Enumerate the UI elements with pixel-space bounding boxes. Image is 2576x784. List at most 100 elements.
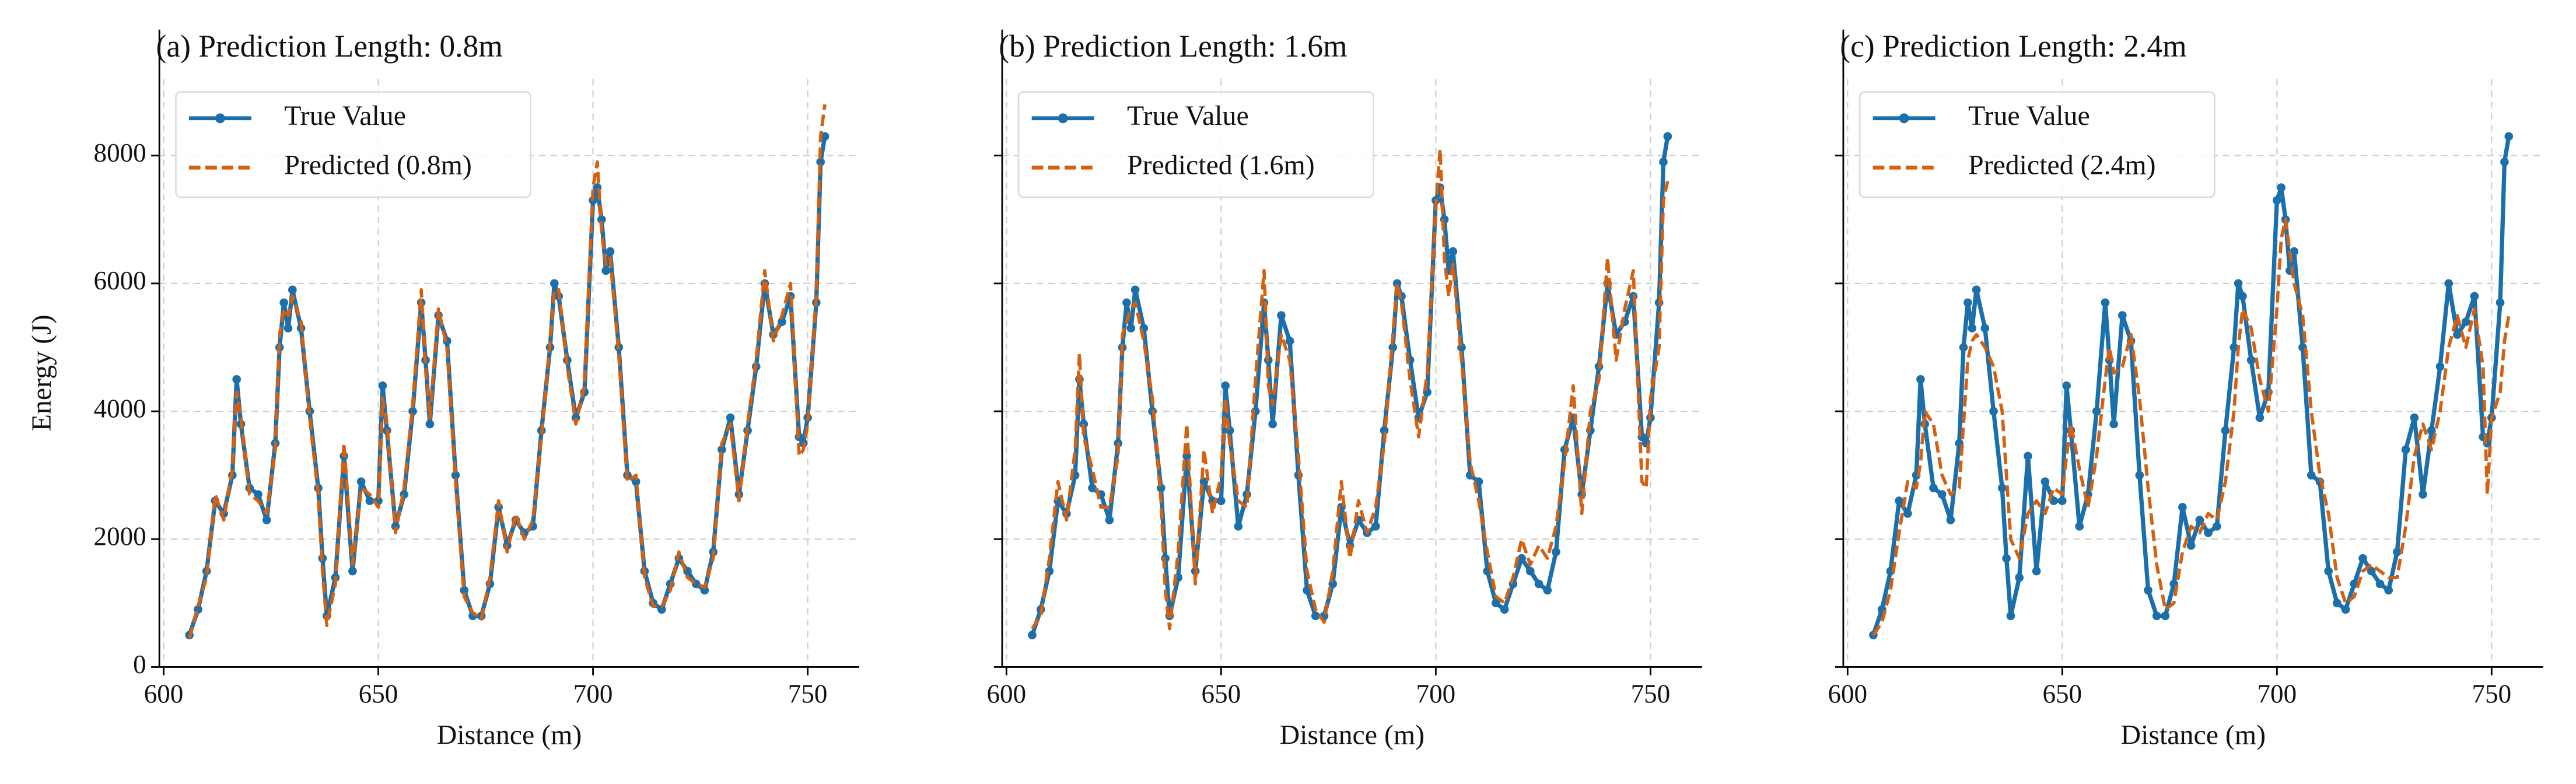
- legend-label: Predicted (1.6m): [1127, 149, 1315, 180]
- data-point: [1492, 598, 1500, 608]
- data-point: [2435, 362, 2445, 371]
- legend-marker: [1058, 113, 1068, 124]
- data-point: [2418, 490, 2427, 499]
- data-point: [2324, 566, 2333, 576]
- data-point: [820, 132, 830, 141]
- legend-marker: [215, 113, 225, 124]
- x-tick-label: 750: [2472, 679, 2512, 708]
- data-point: [365, 496, 374, 505]
- chart-title: (b) Prediction Length: 1.6m: [999, 29, 1347, 64]
- y-tick-label: 8000: [94, 138, 146, 167]
- data-point: [1105, 516, 1114, 524]
- legend-label: Predicted (2.4m): [1968, 149, 2156, 180]
- data-point: [2290, 247, 2299, 256]
- data-point: [2246, 356, 2256, 365]
- data-point: [1968, 324, 1977, 332]
- data-point: [2221, 426, 2230, 435]
- data-point: [1543, 586, 1552, 595]
- x-tick-label: 650: [359, 679, 398, 708]
- panel: 600 650 700 750 0 2000 4000 6000 8000 (a) Predict…: [26, 29, 859, 751]
- data-point: [2109, 419, 2118, 429]
- data-point: [356, 477, 366, 486]
- data-point: [451, 471, 460, 480]
- data-point: [1371, 522, 1380, 531]
- data-point: [2453, 330, 2462, 339]
- data-point: [2470, 292, 2479, 301]
- x-tick-label: 750: [1631, 679, 1671, 708]
- data-point: [2041, 477, 2050, 486]
- data-point: [254, 490, 262, 499]
- data-point: [2384, 586, 2393, 595]
- data-point: [2230, 343, 2239, 352]
- data-point: [1972, 285, 1981, 295]
- data-point: [2393, 547, 2402, 556]
- data-point: [2277, 183, 2286, 192]
- data-point: [2358, 554, 2367, 563]
- x-axis-label: Distance (m): [1280, 720, 1425, 751]
- data-point: [1234, 522, 1243, 531]
- x-tick-label: 600: [144, 679, 184, 708]
- data-point: [2238, 292, 2247, 301]
- series-line: [1871, 136, 2511, 636]
- data-point: [1517, 554, 1526, 563]
- chart-title: (a) Prediction Length: 0.8m: [156, 29, 503, 64]
- data-point: [1895, 496, 1903, 505]
- y-tick-label: 2000: [94, 522, 146, 551]
- y-tick-label: 0: [133, 650, 146, 679]
- data-point: [1946, 516, 1955, 524]
- data-point: [2195, 516, 2204, 524]
- x-tick-label: 600: [987, 679, 1027, 708]
- y-tick-label: 4000: [94, 394, 146, 423]
- x-tick-label: 700: [573, 679, 613, 708]
- data-point: [1552, 547, 1560, 556]
- data-point: [2401, 445, 2410, 454]
- data-point: [1028, 631, 1037, 639]
- data-point: [2410, 413, 2419, 422]
- data-point: [1268, 419, 1277, 429]
- series-line: [1872, 218, 2511, 636]
- data-point: [348, 566, 357, 576]
- data-point: [279, 298, 288, 307]
- data-point: [1448, 247, 1458, 256]
- data-point: [1126, 324, 1136, 332]
- data-point: [2367, 566, 2376, 576]
- data-point: [378, 381, 387, 390]
- data-point: [2101, 298, 2110, 307]
- data-point: [1277, 311, 1286, 320]
- data-point: [1964, 298, 1972, 307]
- data-point: [2461, 317, 2470, 326]
- x-tick-label: 650: [2043, 679, 2082, 708]
- data-point: [2062, 381, 2071, 390]
- panel: 600 650 700 750 (b) Prediction Length: 1.6m D…: [987, 29, 1702, 751]
- legend-box: [1017, 91, 1374, 198]
- legend-label: True Value: [1127, 100, 1249, 131]
- data-point: [2006, 611, 2015, 621]
- data-point: [2375, 579, 2385, 589]
- data-point: [2178, 503, 2187, 512]
- data-point: [1392, 279, 1402, 288]
- data-point: [288, 285, 297, 295]
- data-point: [2333, 598, 2342, 608]
- x-tick-label: 700: [2258, 679, 2297, 708]
- data-point: [631, 477, 640, 486]
- data-point: [1285, 337, 1294, 345]
- x-tick-label: 650: [1202, 679, 1241, 708]
- data-point: [262, 516, 271, 524]
- data-point: [2144, 586, 2152, 595]
- data-point: [2092, 407, 2101, 416]
- data-point: [1500, 605, 1509, 614]
- data-point: [2075, 522, 2084, 531]
- data-point: [1937, 490, 1947, 499]
- series-line: [187, 136, 827, 636]
- data-point: [700, 586, 709, 595]
- series-line: [187, 104, 827, 639]
- data-point: [1130, 285, 1140, 295]
- data-point: [1217, 496, 1226, 505]
- data-point: [284, 324, 293, 332]
- y-tick-label: 6000: [94, 266, 146, 295]
- data-point: [2500, 158, 2509, 166]
- data-point: [2273, 196, 2281, 205]
- data-point: [2135, 471, 2144, 480]
- data-point: [2057, 496, 2067, 505]
- data-point: [1663, 132, 1672, 141]
